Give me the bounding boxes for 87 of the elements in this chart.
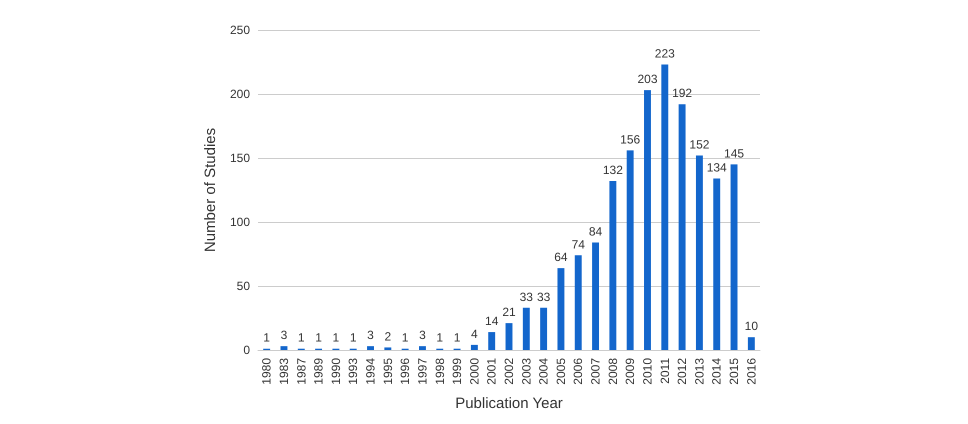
bar <box>540 308 548 350</box>
data-label: 2 <box>384 329 392 344</box>
data-label: 203 <box>637 72 658 86</box>
bar <box>730 164 738 350</box>
x-tick-label: 2015 <box>727 358 742 385</box>
x-tick-label: 2016 <box>744 358 758 385</box>
data-label: 21 <box>502 305 516 320</box>
x-tick-label: 1996 <box>398 358 412 385</box>
x-tick-label: 1999 <box>450 358 464 385</box>
data-label: 84 <box>588 224 603 238</box>
x-tick-label: 1983 <box>276 358 291 385</box>
bar <box>384 347 392 350</box>
x-tick-label: 1995 <box>380 358 395 385</box>
bar <box>418 346 426 350</box>
data-label: 1 <box>315 330 322 345</box>
data-label: 1 <box>350 330 357 345</box>
x-tick-label: 1987 <box>294 358 308 385</box>
bar <box>280 346 288 350</box>
data-label: 74 <box>572 237 586 252</box>
x-tick-label: 2011 <box>658 358 672 384</box>
data-label: 3 <box>280 328 288 342</box>
x-tick-label: 1989 <box>312 358 326 385</box>
data-label: 1 <box>263 330 270 345</box>
data-label: 14 <box>485 314 499 328</box>
x-tick-label: 2006 <box>571 358 586 385</box>
bar <box>367 346 374 350</box>
x-tick-label: 2000 <box>467 358 482 385</box>
y-tick-label: 200 <box>230 87 250 101</box>
bar <box>574 255 582 350</box>
x-tick-label: 2008 <box>606 358 620 385</box>
data-label: 192 <box>672 86 692 100</box>
bar <box>557 268 564 350</box>
y-axis-title: Number of Studies <box>202 128 219 252</box>
data-label: 33 <box>536 290 551 304</box>
x-tick-label: 2004 <box>536 358 551 385</box>
bar <box>661 64 668 350</box>
data-label: 132 <box>602 163 624 178</box>
bar <box>522 308 530 350</box>
data-label: 134 <box>706 160 728 174</box>
bar <box>488 332 496 350</box>
data-label: 223 <box>654 46 676 61</box>
y-tick-label: 250 <box>230 23 250 37</box>
bar <box>506 323 512 350</box>
bar <box>644 90 651 350</box>
y-tick-label: 150 <box>230 151 250 165</box>
bar <box>609 181 616 350</box>
data-label: 145 <box>724 146 744 160</box>
x-tick-label: 2009 <box>623 358 638 385</box>
bar <box>678 104 686 350</box>
y-tick-label: 0 <box>243 343 250 357</box>
data-label: 1 <box>298 330 305 345</box>
data-label: 3 <box>419 328 426 342</box>
x-tick-label: 1993 <box>346 358 360 385</box>
x-tick-label: 2001 <box>484 358 499 385</box>
x-tick-label: 2005 <box>554 358 568 385</box>
bar <box>592 242 600 350</box>
x-tick-label: 2010 <box>640 358 654 385</box>
y-tick-label: 50 <box>236 279 250 293</box>
bar <box>696 155 703 350</box>
data-label: 1 <box>436 330 444 345</box>
x-tick-label: 2007 <box>588 358 603 385</box>
x-tick-label: 2013 <box>692 358 706 385</box>
x-tick-label: 1994 <box>364 358 378 385</box>
x-tick-label: 1980 <box>260 358 274 385</box>
x-tick-label: 2002 <box>502 358 516 385</box>
data-label: 3 <box>367 328 374 342</box>
data-label: 1 <box>402 330 409 345</box>
bar <box>748 337 755 350</box>
x-tick-label: 1998 <box>432 358 447 385</box>
data-label: 33 <box>520 290 534 304</box>
data-label: 1 <box>332 330 340 345</box>
x-tick-label: 1997 <box>415 358 430 385</box>
data-label: 4 <box>471 326 478 341</box>
data-label: 152 <box>689 137 710 152</box>
bar <box>470 344 478 350</box>
data-label: 1 <box>454 330 461 345</box>
x-tick-label: 2014 <box>710 358 724 385</box>
x-tick-label: 2012 <box>675 358 690 385</box>
data-label: 156 <box>620 132 641 146</box>
x-tick-label: 2003 <box>519 358 534 385</box>
bar <box>713 178 720 350</box>
x-axis-title: Publication Year <box>455 395 563 412</box>
data-label: 10 <box>744 319 758 334</box>
y-tick-label: 100 <box>230 215 250 229</box>
data-label: 64 <box>554 250 568 264</box>
bar <box>626 150 634 350</box>
x-tick-label: 1990 <box>328 358 343 385</box>
